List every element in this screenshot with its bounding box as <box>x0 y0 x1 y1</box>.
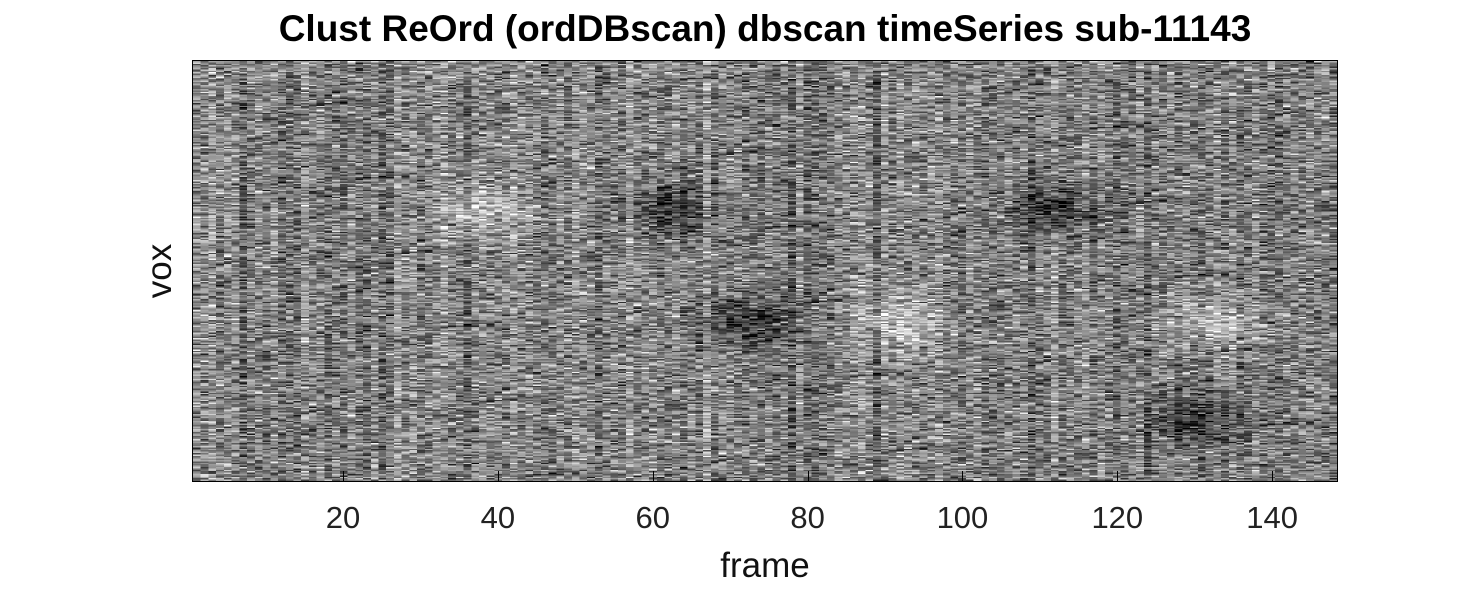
x-axis-label: frame <box>720 546 810 585</box>
chart-title: Clust ReOrd (ordDBscan) dbscan timeSerie… <box>278 8 1252 49</box>
x-tick-mark-80 <box>807 471 809 481</box>
x-tick-mark-20 <box>342 471 344 481</box>
x-tick-mark-60 <box>652 471 654 481</box>
y-axis-label: vox <box>140 243 179 299</box>
x-tick-label-40: 40 <box>480 500 516 535</box>
x-tick-mark-40 <box>497 471 499 481</box>
x-tick-mark-100 <box>962 471 964 481</box>
x-tick-label-20: 20 <box>325 500 361 535</box>
x-tick-mark-120 <box>1117 471 1119 481</box>
x-tick-label-80: 80 <box>790 500 825 535</box>
heatmap-plot-area <box>192 60 1338 482</box>
x-tick-label-60: 60 <box>635 500 670 535</box>
x-tick-mark-140 <box>1272 471 1274 481</box>
x-tick-label-120: 120 <box>1091 500 1144 535</box>
x-tick-label-140: 140 <box>1246 500 1299 535</box>
x-tick-label-100: 100 <box>936 500 989 535</box>
heatmap-image <box>193 61 1337 481</box>
